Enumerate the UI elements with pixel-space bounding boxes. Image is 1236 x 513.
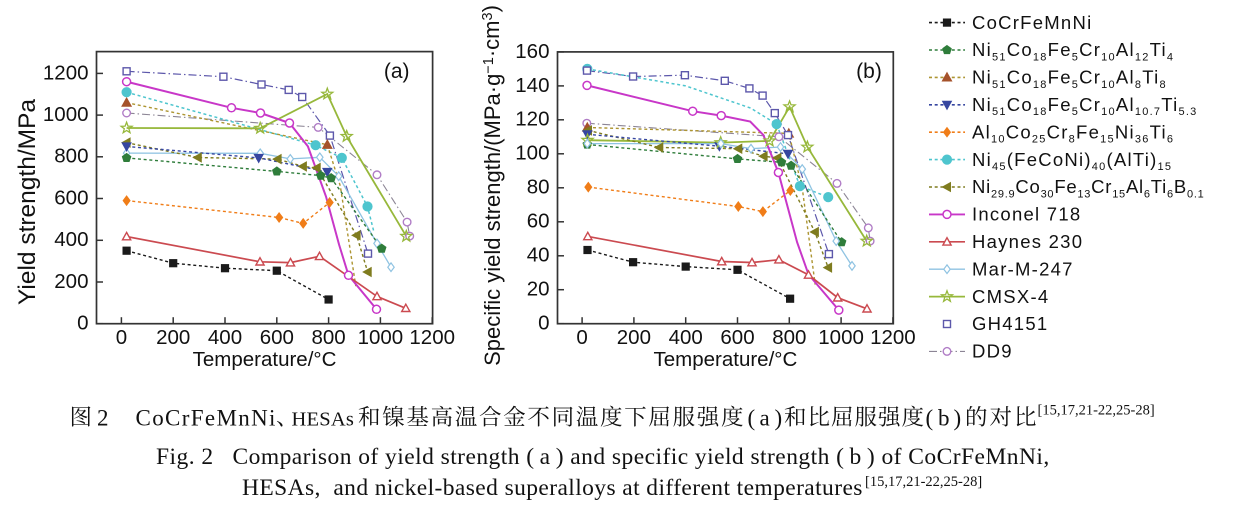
svg-text:1000: 1000 (818, 326, 864, 349)
svg-text:(a): (a) (384, 60, 410, 83)
svg-text:200: 200 (54, 270, 88, 293)
svg-text:600: 600 (260, 326, 294, 349)
svg-text:Mar-M-247: Mar-M-247 (972, 258, 1074, 279)
svg-text:20: 20 (527, 278, 550, 301)
svg-text:140: 140 (515, 74, 549, 97)
svg-text:Ni51​Co18​Fe5​Cr10​Al10.7​Ti5.: Ni51​Co18​Fe5​Cr10​Al10.7​Ti5.3​ (972, 94, 1198, 118)
svg-text:Fig. 2 Comparison of yield s: Fig. 2 Comparison of yield strength ( a … (156, 444, 1050, 470)
svg-text:120: 120 (515, 108, 549, 131)
svg-text:800: 800 (54, 145, 88, 168)
svg-text:GH4151: GH4151 (972, 313, 1048, 334)
svg-text:CoCrFeMnNi: CoCrFeMnNi (972, 12, 1092, 33)
svg-text:Haynes 230: Haynes 230 (972, 231, 1083, 252)
svg-text:60: 60 (527, 210, 550, 233)
svg-text:): ) (775, 406, 783, 431)
svg-text:200: 200 (156, 326, 190, 349)
svg-text:b: b (938, 406, 950, 431)
svg-text:Al10​Co25​Cr8​Fe15​Ni36​Ti6​: Al10​Co25​Cr8​Fe15​Ni36​Ti6​ (972, 121, 1174, 145)
svg-text:): ) (954, 406, 962, 431)
svg-text:Ni45​(FeCoNi)40​(AlTi)15​: Ni45​(FeCoNi)40​(AlTi)15​ (972, 149, 1172, 173)
svg-text:800: 800 (772, 326, 806, 349)
svg-text:CMSX-4: CMSX-4 (972, 286, 1049, 307)
svg-text:1200: 1200 (409, 326, 455, 349)
svg-text:600: 600 (720, 326, 754, 349)
svg-text:Temperature/°C: Temperature/°C (654, 348, 798, 371)
svg-text:HESAs, and nickel-based super: HESAs, and nickel-based superalloys at d… (242, 475, 863, 501)
svg-text:Ni29.9​Co30​Fe13​Cr15​Al6​Ti6​: Ni29.9​Co30​Fe13​Cr15​Al6​Ti6​B0.1​ (972, 176, 1205, 200)
svg-text:Specific yield strength/(MPa·g: Specific yield strength/(MPa·g−1·cm3) (478, 5, 505, 366)
svg-text:40: 40 (527, 244, 550, 267)
svg-text:0: 0 (116, 326, 127, 349)
svg-text:[15,17,21-22,25-28]: [15,17,21-22,25-28] (865, 474, 982, 490)
svg-text:(: ( (926, 406, 934, 431)
svg-text:Temperature/°C: Temperature/°C (193, 348, 337, 371)
svg-text:(b): (b) (856, 60, 882, 83)
svg-text:0: 0 (576, 326, 587, 349)
svg-text:a: a (760, 406, 770, 431)
svg-text:0: 0 (538, 312, 549, 335)
svg-text:CoCrFeMnNi: CoCrFeMnNi (136, 406, 277, 431)
svg-text:HESAs: HESAs (292, 409, 355, 431)
svg-text:600: 600 (54, 186, 88, 209)
svg-text:Yield strength/MPa: Yield strength/MPa (14, 99, 41, 305)
svg-text:(: ( (748, 406, 756, 431)
svg-text:100: 100 (515, 142, 549, 165)
svg-text:160: 160 (515, 40, 549, 63)
svg-text:80: 80 (527, 176, 550, 199)
svg-text:400: 400 (54, 228, 88, 251)
svg-text:1200: 1200 (870, 326, 916, 349)
svg-text:[15,17,21-22,25-28]: [15,17,21-22,25-28] (1038, 403, 1155, 419)
svg-text:800: 800 (311, 326, 345, 349)
svg-text:Inconel 718: Inconel 718 (972, 204, 1081, 225)
svg-text:200: 200 (617, 326, 651, 349)
svg-text:Ni51​Co18​Fe5​Cr10​Al8​Ti8​: Ni51​Co18​Fe5​Cr10​Al8​Ti8​ (972, 67, 1167, 91)
svg-text:1000: 1000 (358, 326, 404, 349)
svg-text:400: 400 (669, 326, 703, 349)
svg-text:Ni51​Co18​Fe5​Cr10​Al12​Ti4​: Ni51​Co18​Fe5​Cr10​Al12​Ti4​ (972, 39, 1174, 63)
svg-text:1200: 1200 (43, 61, 89, 84)
svg-text:DD9: DD9 (972, 341, 1013, 362)
svg-text:2: 2 (97, 406, 109, 431)
svg-text:0: 0 (77, 312, 88, 335)
svg-text:400: 400 (208, 326, 242, 349)
svg-text:1000: 1000 (43, 103, 89, 126)
